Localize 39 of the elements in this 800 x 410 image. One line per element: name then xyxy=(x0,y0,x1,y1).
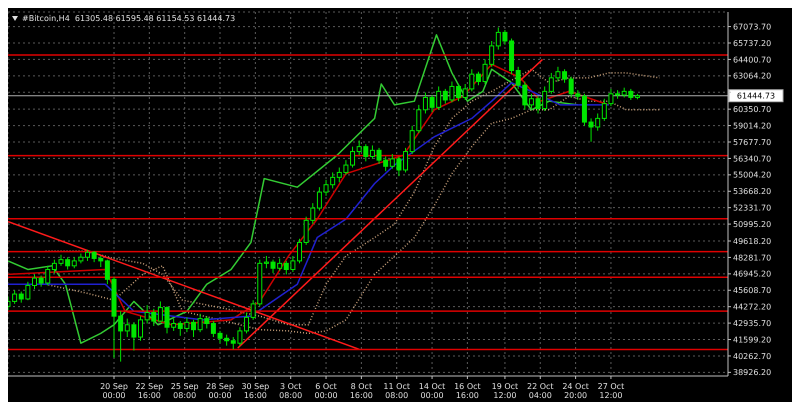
y-tick-label: 44272.20 xyxy=(733,302,772,312)
y-tick-label: 41599.20 xyxy=(733,335,772,344)
x-tick-label: 3 Oct 08:00 xyxy=(279,382,302,400)
x-tick-label: 14 Oct 00:00 xyxy=(418,382,446,400)
y-tick-label: 57677.70 xyxy=(733,138,772,147)
y-tick-label: 53668.20 xyxy=(733,187,772,196)
y-tick-label: 59014.20 xyxy=(733,121,772,130)
y-tick-label: 65737.20 xyxy=(733,38,772,48)
x-tick-label: 28 Sep 00:00 xyxy=(206,382,234,400)
y-tick-label: 46945.20 xyxy=(733,270,772,279)
x-tick-label: 24 Oct 20:00 xyxy=(562,382,589,400)
y-tick-label: 38926.20 xyxy=(733,368,772,378)
x-tick-label: 8 Oct 16:00 xyxy=(350,382,373,400)
x-tick-label: 6 Oct 00:00 xyxy=(314,382,338,400)
y-tick-label: 48281.70 xyxy=(733,253,772,262)
x-tick-label: 16 Oct 16:00 xyxy=(454,382,481,400)
x-tick-label: 22 Sep 16:00 xyxy=(135,382,164,400)
x-tick-label: 19 Oct 12:00 xyxy=(492,382,518,400)
ref-line-label: 61444.73 xyxy=(736,92,776,101)
candlestick xyxy=(12,290,18,304)
y-tick-label: 52331.70 xyxy=(733,204,772,213)
x-tick-label: 25 Sep 08:00 xyxy=(170,382,199,400)
y-tick-label: 56340.70 xyxy=(733,154,772,164)
x-tick-label: 20 Sep 00:00 xyxy=(100,382,128,400)
x-tick-label: 11 Oct 08:00 xyxy=(383,382,410,400)
x-tick-label: 30 Sep 16:00 xyxy=(241,382,270,400)
y-tick-label: 60350.70 xyxy=(733,105,772,114)
y-tick-label: 64400.70 xyxy=(733,55,772,64)
chart-title: #Bitcoin,H4 61305.48 61595.48 61154.53 61444.73 xyxy=(22,14,236,23)
y-tick-label: 49618.20 xyxy=(733,236,772,246)
x-tick-label: 22 Oct 04:00 xyxy=(526,382,554,400)
y-tick-label: 67073.70 xyxy=(733,22,772,32)
y-tick-label: 50995.20 xyxy=(733,220,772,229)
y-tick-label: 42935.70 xyxy=(733,318,772,328)
y-tick-label: 63064.20 xyxy=(733,72,772,81)
y-tick-label: 45608.70 xyxy=(733,286,772,296)
y-tick-label: 55004.20 xyxy=(733,170,772,180)
y-tick-label: 40262.70 xyxy=(733,352,772,361)
x-tick-label: 27 Oct 12:00 xyxy=(598,382,624,400)
